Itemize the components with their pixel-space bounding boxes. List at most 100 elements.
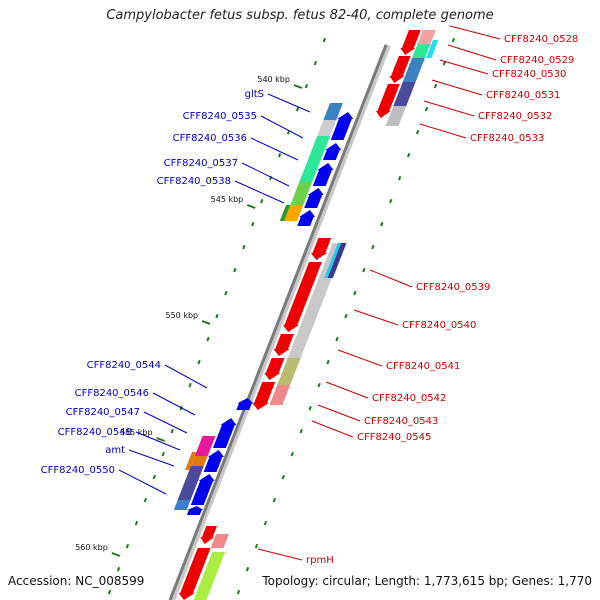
tick-mark [322,37,327,43]
accession-text: Accession: NC_008599 [8,574,145,588]
tick-mark [304,83,309,89]
tick-mark [380,221,384,227]
gene-block [177,466,204,500]
kbp-label: 550 kbp [166,311,199,320]
gene-block [269,385,291,405]
forward-gene-label: CFF8240_0536 [173,133,247,144]
reverse-gene-label: CFF8240_0533 [470,133,544,144]
tick-mark [206,336,210,342]
forward-gene-label: CFF8240_0548 [58,427,132,438]
tick-mark [245,566,250,572]
map-title: Campylobacter fetus subsp. fetus 82-40, … [106,8,494,23]
tick-mark [263,520,268,526]
reverse-gene-arrow [400,30,421,55]
tick-mark [371,244,375,250]
kbp-tick [293,84,303,89]
tick-mark [116,566,121,572]
reverse-gene-arrow [282,262,322,332]
genome-backbone [168,43,391,600]
forward-gene-label: gltS [245,89,264,100]
kbp-tick [111,552,121,557]
reverse-gene-arrow [310,238,332,260]
tick-mark [152,474,156,480]
tick-mark [415,129,420,135]
label-leader-line [234,180,285,204]
forward-gene-arrow [297,210,316,226]
reverse-gene-label: CFF8240_0531 [486,90,560,101]
forward-gene-arrow [186,506,204,515]
label-leader-line [135,431,181,451]
label-leader-line [431,79,483,96]
tick-mark [362,267,366,273]
tick-mark [451,37,456,43]
gene-block [323,103,343,120]
genome-summary-text: Topology: circular; Length: 1,773,615 bp… [262,574,592,588]
label-leader-line [325,381,369,399]
reverse-gene-arrow [273,334,294,356]
forward-gene-arrow [190,474,215,505]
tick-mark [277,152,282,158]
forward-gene-arrow [312,163,334,186]
reverse-gene-arrow [264,358,285,380]
gene-block [210,534,229,548]
tick-mark [313,60,318,66]
forward-gene-arrow [330,112,354,140]
label-leader-line [369,269,413,288]
gene-block [290,182,313,205]
label-leader-line [311,420,354,438]
gene-block [287,278,332,358]
tick-mark [254,543,259,549]
kbp-label: 545 kbp [211,195,244,204]
reverse-gene-label: CFF8240_0529 [500,55,574,66]
kbp-tick [156,437,165,442]
gene-block [417,30,436,44]
label-leader-line [337,349,383,367]
gene-block [185,452,197,470]
tick-mark [290,451,294,457]
gene-block [402,58,425,82]
label-leader-line [260,115,304,139]
kbp-label: 540 kbp [257,75,290,84]
label-leader-line [241,162,290,187]
label-leader-line [439,59,489,75]
tick-mark [398,175,402,181]
label-leader-line [419,123,467,139]
gene-block [426,40,439,58]
tick-mark [353,290,357,296]
reverse-gene-label: CFF8240_0530 [492,69,566,80]
tick-mark [299,428,303,434]
reverse-gene-label: CFF8240_0543 [364,416,438,427]
forward-gene-label: CFF8240_0544 [87,360,161,371]
tick-mark [281,474,285,480]
tick-mark [107,589,112,595]
forward-gene-label: CFF8240_0538 [157,176,231,187]
tick-mark [389,198,393,204]
reverse-gene-label: CFF8240_0541 [386,361,460,372]
tick-mark [143,497,148,503]
tick-mark [317,382,321,388]
gene-block [324,243,342,278]
label-leader-line [128,449,175,467]
label-leader-line [447,44,497,61]
forward-gene-arrow [322,143,342,160]
gene-block [173,500,191,510]
tick-mark [134,520,139,526]
tick-mark [272,497,277,503]
reverse-gene-label: CFF8240_0539 [416,282,490,293]
gene-block [393,82,416,106]
label-leader-line [164,364,208,389]
label-leader-line [353,309,399,326]
gene-block [277,358,301,385]
label-leader-line [267,93,311,113]
forward-gene-arrow [212,418,237,448]
gene-block [412,44,431,58]
gene-block [327,243,347,278]
forward-gene-label: CFF8240_0535 [183,111,257,122]
tick-mark [433,83,438,89]
gene-block [317,120,337,136]
gene-block [194,436,216,456]
kbp-tick [246,204,256,209]
label-leader-line [250,137,299,161]
tick-mark [295,106,300,112]
